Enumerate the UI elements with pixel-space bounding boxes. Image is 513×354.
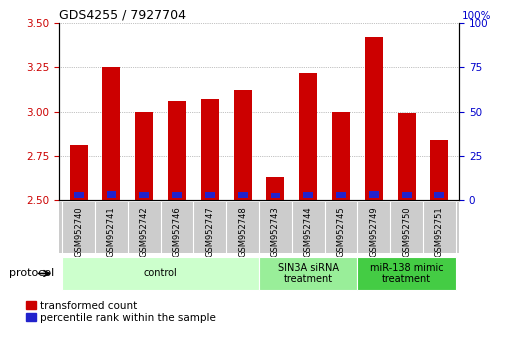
Bar (70, 145, 88, 200)
Text: GSM952749: GSM952749 (369, 206, 379, 257)
Bar (430, 140, 448, 200)
Bar (107, 191, 116, 198)
Text: GSM952746: GSM952746 (172, 206, 182, 257)
Text: GSM952750: GSM952750 (402, 206, 411, 257)
Bar (358, 257, 456, 290)
Text: GSM952743: GSM952743 (271, 206, 280, 257)
Legend: transformed count, percentile rank within the sample: transformed count, percentile rank withi… (26, 301, 216, 323)
Bar (270, 193, 281, 198)
Text: GSM952741: GSM952741 (107, 206, 116, 257)
Bar (238, 192, 248, 198)
Bar (168, 101, 186, 200)
Text: 100%: 100% (462, 11, 491, 21)
Bar (435, 193, 444, 198)
Text: GSM952747: GSM952747 (205, 206, 214, 257)
Bar (332, 112, 350, 200)
Text: GDS4255 / 7927704: GDS4255 / 7927704 (59, 9, 186, 22)
Bar (369, 191, 379, 198)
Bar (62, 257, 259, 290)
Bar (233, 90, 252, 200)
Bar (201, 99, 219, 200)
Text: GSM952745: GSM952745 (337, 206, 346, 257)
Text: SIN3A siRNA
treatment: SIN3A siRNA treatment (278, 263, 339, 284)
Bar (140, 192, 149, 198)
Bar (74, 192, 84, 198)
Bar (205, 192, 215, 198)
Bar (336, 192, 346, 198)
Bar (303, 192, 313, 198)
Bar (259, 257, 358, 290)
Bar (135, 112, 153, 200)
Bar (172, 192, 182, 198)
Text: control: control (144, 268, 177, 279)
Text: GSM952748: GSM952748 (238, 206, 247, 257)
Text: miR-138 mimic
treatment: miR-138 mimic treatment (370, 263, 443, 284)
Bar (398, 113, 416, 200)
Bar (365, 37, 383, 200)
Bar (266, 177, 285, 200)
Text: protocol: protocol (9, 268, 54, 279)
Bar (299, 73, 317, 200)
Text: GSM952740: GSM952740 (74, 206, 83, 257)
Text: GSM952742: GSM952742 (140, 206, 149, 257)
Text: GSM952744: GSM952744 (304, 206, 313, 257)
Bar (402, 192, 411, 198)
Bar (103, 67, 121, 200)
Text: GSM952751: GSM952751 (435, 206, 444, 257)
